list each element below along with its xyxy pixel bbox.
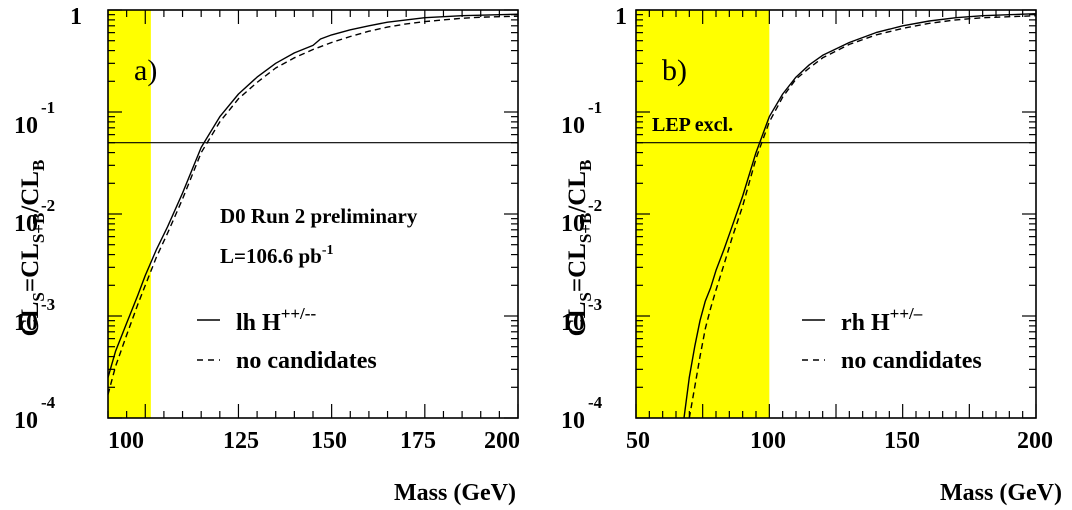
series-line-no-candidates (107, 15, 519, 395)
legend: rh H++/– no candidates (802, 304, 982, 374)
svg-text:10-2: 10-2 (561, 196, 602, 237)
svg-text:10-4: 10-4 (14, 393, 56, 434)
y-tick-label: 10-2 (561, 196, 602, 237)
series-group (683, 13, 1037, 419)
series-line-observed (683, 13, 1037, 419)
y-tick-label: 10-3 (14, 295, 55, 336)
series-line-no-candidates (688, 15, 1037, 419)
y-tick-label: 10-3 (561, 295, 602, 336)
x-tick-label: 100 (108, 428, 144, 454)
legend-label: rh H++/– (841, 304, 923, 336)
y-tick-label: 10-4 (14, 393, 56, 434)
x-tick-label: 150 (884, 428, 920, 454)
shaded-region-label: LEP excl. (652, 114, 733, 136)
legend: lh H++/-- no candidates (197, 304, 377, 374)
x-axis-title: Mass (GeV) (940, 480, 1062, 506)
x-tick-label: 100 (750, 428, 786, 454)
svg-text:1: 1 (70, 4, 82, 30)
series-line-observed (107, 13, 519, 378)
tick-marks (107, 9, 519, 419)
panel-a: 10-4 10-3 10-2 10-1 1 100 125 150 175 20… (14, 4, 520, 506)
panel-label: b) (662, 54, 687, 87)
y-tick-label: 1 (615, 4, 627, 30)
y-tick-label: 1 (70, 4, 82, 30)
svg-text:10-3: 10-3 (14, 295, 55, 336)
y-tick-label: 10-1 (561, 98, 602, 139)
x-tick-label: 125 (223, 428, 259, 454)
y-axis-title: CLS=CLS+B/CLB (17, 160, 48, 337)
x-tick-label: 200 (484, 428, 520, 454)
svg-text:10-3: 10-3 (561, 295, 602, 336)
legend-label: no candidates (236, 348, 377, 374)
series-group (107, 13, 519, 395)
x-axis-title: Mass (GeV) (394, 480, 516, 506)
svg-text:10-1: 10-1 (561, 98, 602, 139)
legend-label: no candidates (841, 348, 982, 374)
x-tick-label: 50 (626, 428, 650, 454)
svg-text:10-2: 10-2 (14, 196, 55, 237)
panel-label: a) (134, 54, 157, 87)
y-tick-label: 10-2 (14, 196, 55, 237)
y-tick-label: 10-1 (14, 98, 55, 139)
y-tick-label: 10-4 (561, 393, 603, 434)
annotation: L=106.6 pb-1 (220, 243, 334, 268)
x-tick-label: 150 (311, 428, 347, 454)
shaded-region (636, 10, 770, 418)
annotation: D0 Run 2 preliminary (220, 204, 418, 228)
legend-label: lh H++/-- (236, 304, 316, 336)
panel-b: 10-4 10-3 10-2 10-1 1 50 100 150 200 Mas… (561, 4, 1062, 506)
svg-text:1: 1 (615, 4, 627, 30)
svg-text:10-4: 10-4 (561, 393, 603, 434)
y-axis-title: CLS=CLS+B/CLB (564, 160, 595, 337)
x-tick-label: 175 (400, 428, 436, 454)
x-tick-label: 200 (1017, 428, 1053, 454)
tick-marks (635, 9, 1037, 419)
svg-text:10-1: 10-1 (14, 98, 55, 139)
